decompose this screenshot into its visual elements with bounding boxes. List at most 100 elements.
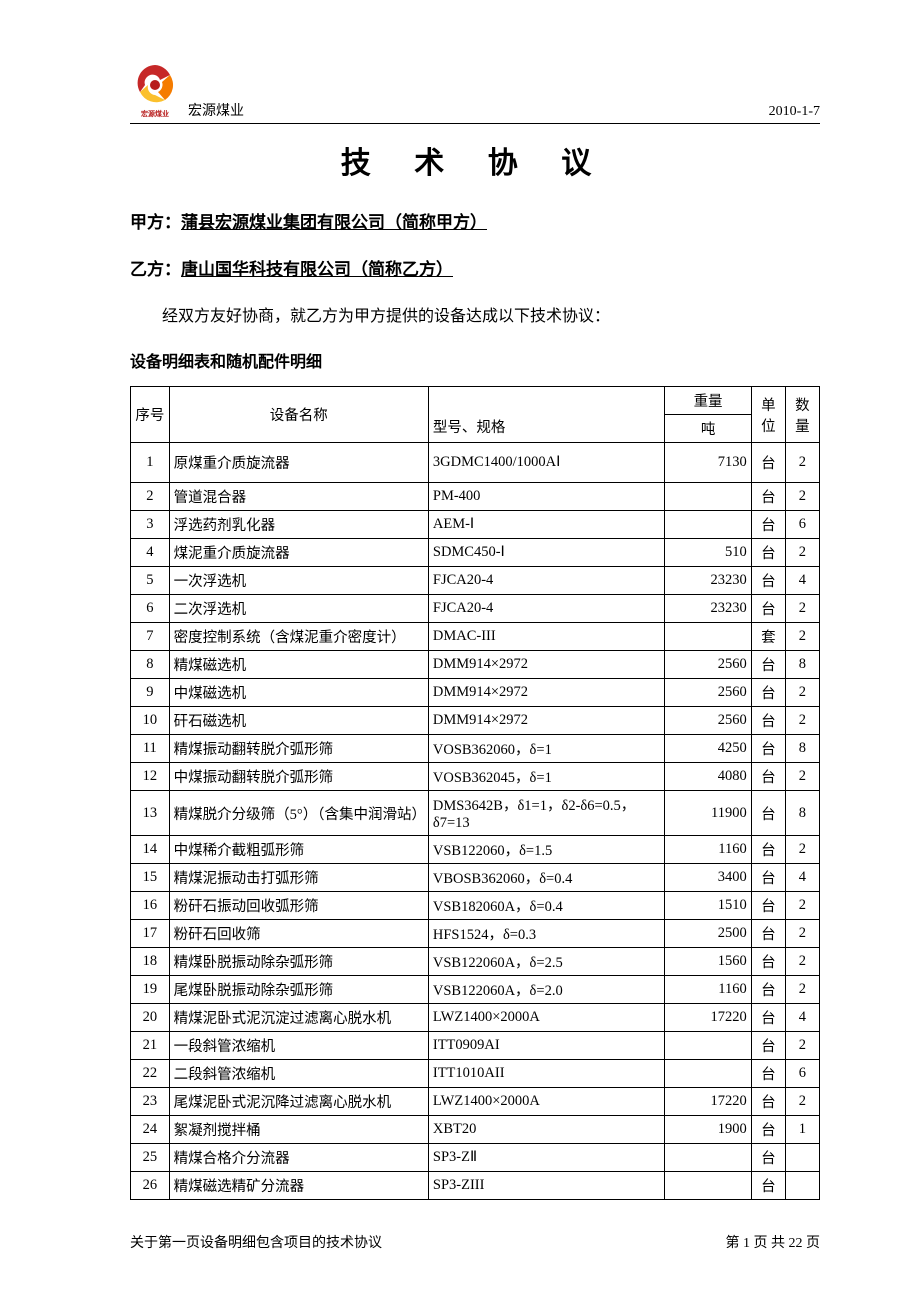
table-row: 12中煤振动翻转脱介弧形筛VOSB362045，δ=14080台2 bbox=[131, 763, 820, 791]
cell-qty: 2 bbox=[785, 976, 819, 1004]
cell-unit: 台 bbox=[751, 791, 785, 836]
table-row: 7密度控制系统（含煤泥重介密度计）DMAC-III套2 bbox=[131, 623, 820, 651]
cell-seq: 7 bbox=[131, 623, 170, 651]
cell-qty: 6 bbox=[785, 511, 819, 539]
cell-qty: 2 bbox=[785, 836, 819, 864]
cell-qty: 2 bbox=[785, 707, 819, 735]
cell-unit: 台 bbox=[751, 763, 785, 791]
cell-name: 浮选药剂乳化器 bbox=[169, 511, 428, 539]
cell-unit: 台 bbox=[751, 511, 785, 539]
cell-seq: 9 bbox=[131, 679, 170, 707]
cell-model: SP3-ZIII bbox=[428, 1172, 664, 1200]
table-row: 13精煤脱介分级筛（5°）（含集中润滑站）DMS3642B，δ1=1，δ2-δ6… bbox=[131, 791, 820, 836]
cell-model: FJCA20-4 bbox=[428, 595, 664, 623]
cell-unit: 台 bbox=[751, 1088, 785, 1116]
cell-model: VSB122060A，δ=2.0 bbox=[428, 976, 664, 1004]
cell-name: 精煤合格介分流器 bbox=[169, 1144, 428, 1172]
footer-right: 第 1 页 共 22 页 bbox=[726, 1232, 821, 1252]
cell-weight: 1900 bbox=[665, 1116, 751, 1144]
th-name: 设备名称 bbox=[169, 387, 428, 443]
cell-unit: 台 bbox=[751, 1004, 785, 1032]
table-row: 5一次浮选机FJCA20-423230台4 bbox=[131, 567, 820, 595]
party-a-prefix: 甲方： bbox=[130, 213, 181, 232]
cell-weight: 1560 bbox=[665, 948, 751, 976]
cell-name: 煤泥重介质旋流器 bbox=[169, 539, 428, 567]
th-qty: 数量 bbox=[785, 387, 819, 443]
cell-qty: 2 bbox=[785, 920, 819, 948]
cell-name: 中煤稀介截粗弧形筛 bbox=[169, 836, 428, 864]
svg-text:宏源煤业: 宏源煤业 bbox=[141, 109, 169, 118]
cell-qty: 2 bbox=[785, 948, 819, 976]
table-row: 10矸石磁选机DMM914×29722560台2 bbox=[131, 707, 820, 735]
party-b-name: 唐山国华科技有限公司（简称乙方） bbox=[181, 260, 453, 279]
cell-model: DMAC-III bbox=[428, 623, 664, 651]
cell-weight: 2560 bbox=[665, 651, 751, 679]
cell-seq: 21 bbox=[131, 1032, 170, 1060]
cell-name: 尾煤卧脱振动除杂弧形筛 bbox=[169, 976, 428, 1004]
cell-weight bbox=[665, 1032, 751, 1060]
party-a-name: 蒲县宏源煤业集团有限公司（简称甲方） bbox=[181, 213, 487, 232]
cell-model: PM-400 bbox=[428, 483, 664, 511]
cell-qty: 2 bbox=[785, 595, 819, 623]
document-date: 2010-1-7 bbox=[769, 104, 820, 120]
table-row: 19尾煤卧脱振动除杂弧形筛VSB122060A，δ=2.01160台2 bbox=[131, 976, 820, 1004]
header: 宏源煤业 宏源煤业 2010-1-7 bbox=[130, 60, 820, 124]
cell-unit: 台 bbox=[751, 920, 785, 948]
cell-weight: 4080 bbox=[665, 763, 751, 791]
party-b-prefix: 乙方： bbox=[130, 260, 181, 279]
cell-weight bbox=[665, 511, 751, 539]
cell-model: VOSB362045，δ=1 bbox=[428, 763, 664, 791]
th-weight: 重量 吨 bbox=[665, 387, 751, 443]
cell-weight: 510 bbox=[665, 539, 751, 567]
cell-weight: 2560 bbox=[665, 679, 751, 707]
cell-qty: 2 bbox=[785, 1088, 819, 1116]
cell-model: LWZ1400×2000A bbox=[428, 1088, 664, 1116]
cell-name: 精煤泥卧式泥沉淀过滤离心脱水机 bbox=[169, 1004, 428, 1032]
cell-seq: 14 bbox=[131, 836, 170, 864]
table-row: 25精煤合格介分流器SP3-ZⅡ台 bbox=[131, 1144, 820, 1172]
table-row: 16粉矸石振动回收弧形筛VSB182060A，δ=0.41510台2 bbox=[131, 892, 820, 920]
table-row: 2管道混合器PM-400台2 bbox=[131, 483, 820, 511]
cell-name: 二段斜管浓缩机 bbox=[169, 1060, 428, 1088]
cell-qty: 4 bbox=[785, 1004, 819, 1032]
cell-weight: 23230 bbox=[665, 595, 751, 623]
cell-name: 精煤磁选精矿分流器 bbox=[169, 1172, 428, 1200]
cell-weight: 23230 bbox=[665, 567, 751, 595]
cell-model: VSB182060A，δ=0.4 bbox=[428, 892, 664, 920]
cell-model: DMM914×2972 bbox=[428, 679, 664, 707]
table-row: 4煤泥重介质旋流器SDMC450-Ⅰ510台2 bbox=[131, 539, 820, 567]
cell-model: VOSB362060，δ=1 bbox=[428, 735, 664, 763]
cell-name: 粉矸石回收筛 bbox=[169, 920, 428, 948]
cell-weight bbox=[665, 1144, 751, 1172]
cell-model: HFS1524，δ=0.3 bbox=[428, 920, 664, 948]
table-row: 23尾煤泥卧式泥沉降过滤离心脱水机LWZ1400×2000A17220台2 bbox=[131, 1088, 820, 1116]
cell-model: FJCA20-4 bbox=[428, 567, 664, 595]
cell-unit: 台 bbox=[751, 1172, 785, 1200]
cell-weight: 1160 bbox=[665, 976, 751, 1004]
cell-model: LWZ1400×2000A bbox=[428, 1004, 664, 1032]
cell-qty: 4 bbox=[785, 567, 819, 595]
table-row: 15精煤泥振动击打弧形筛VBOSB362060，δ=0.43400台4 bbox=[131, 864, 820, 892]
party-a-line: 甲方：蒲县宏源煤业集团有限公司（简称甲方） bbox=[130, 208, 820, 233]
cell-qty: 8 bbox=[785, 651, 819, 679]
table-row: 6二次浮选机FJCA20-423230台2 bbox=[131, 595, 820, 623]
cell-weight: 2500 bbox=[665, 920, 751, 948]
cell-unit: 台 bbox=[751, 948, 785, 976]
cell-model: XBT20 bbox=[428, 1116, 664, 1144]
cell-qty: 4 bbox=[785, 864, 819, 892]
cell-qty: 1 bbox=[785, 1116, 819, 1144]
cell-weight bbox=[665, 1172, 751, 1200]
table-row: 17粉矸石回收筛HFS1524，δ=0.32500台2 bbox=[131, 920, 820, 948]
cell-seq: 3 bbox=[131, 511, 170, 539]
th-unit: 单位 bbox=[751, 387, 785, 443]
cell-name: 一次浮选机 bbox=[169, 567, 428, 595]
table-row: 8精煤磁选机DMM914×29722560台8 bbox=[131, 651, 820, 679]
cell-qty: 2 bbox=[785, 1032, 819, 1060]
cell-seq: 13 bbox=[131, 791, 170, 836]
cell-seq: 15 bbox=[131, 864, 170, 892]
cell-unit: 台 bbox=[751, 483, 785, 511]
cell-unit: 套 bbox=[751, 623, 785, 651]
footer-left: 关于第一页设备明细包含项目的技术协议 bbox=[130, 1232, 382, 1252]
cell-unit: 台 bbox=[751, 567, 785, 595]
cell-unit: 台 bbox=[751, 539, 785, 567]
